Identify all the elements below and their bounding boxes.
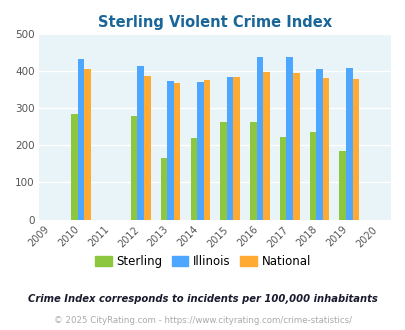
Bar: [144, 76, 150, 219]
Legend: Sterling, Illinois, National: Sterling, Illinois, National: [90, 250, 315, 273]
Bar: [292, 73, 299, 219]
Bar: [345, 68, 352, 219]
Bar: [78, 59, 84, 219]
Bar: [131, 115, 137, 219]
Bar: [249, 122, 256, 219]
Bar: [203, 80, 210, 219]
Bar: [160, 158, 167, 219]
Bar: [339, 151, 345, 219]
Bar: [190, 138, 196, 219]
Bar: [71, 114, 78, 219]
Bar: [196, 82, 203, 219]
Bar: [286, 57, 292, 219]
Bar: [220, 122, 226, 219]
Bar: [315, 69, 322, 219]
Bar: [173, 83, 180, 219]
Bar: [167, 81, 173, 219]
Text: © 2025 CityRating.com - https://www.cityrating.com/crime-statistics/: © 2025 CityRating.com - https://www.city…: [54, 316, 351, 325]
Title: Sterling Violent Crime Index: Sterling Violent Crime Index: [98, 15, 331, 30]
Bar: [352, 79, 358, 219]
Bar: [226, 77, 233, 219]
Bar: [322, 79, 328, 219]
Bar: [309, 132, 315, 219]
Bar: [233, 77, 239, 219]
Text: Crime Index corresponds to incidents per 100,000 inhabitants: Crime Index corresponds to incidents per…: [28, 294, 377, 304]
Bar: [84, 69, 91, 219]
Bar: [256, 57, 262, 219]
Bar: [262, 72, 269, 219]
Bar: [279, 137, 286, 219]
Bar: [137, 65, 144, 219]
